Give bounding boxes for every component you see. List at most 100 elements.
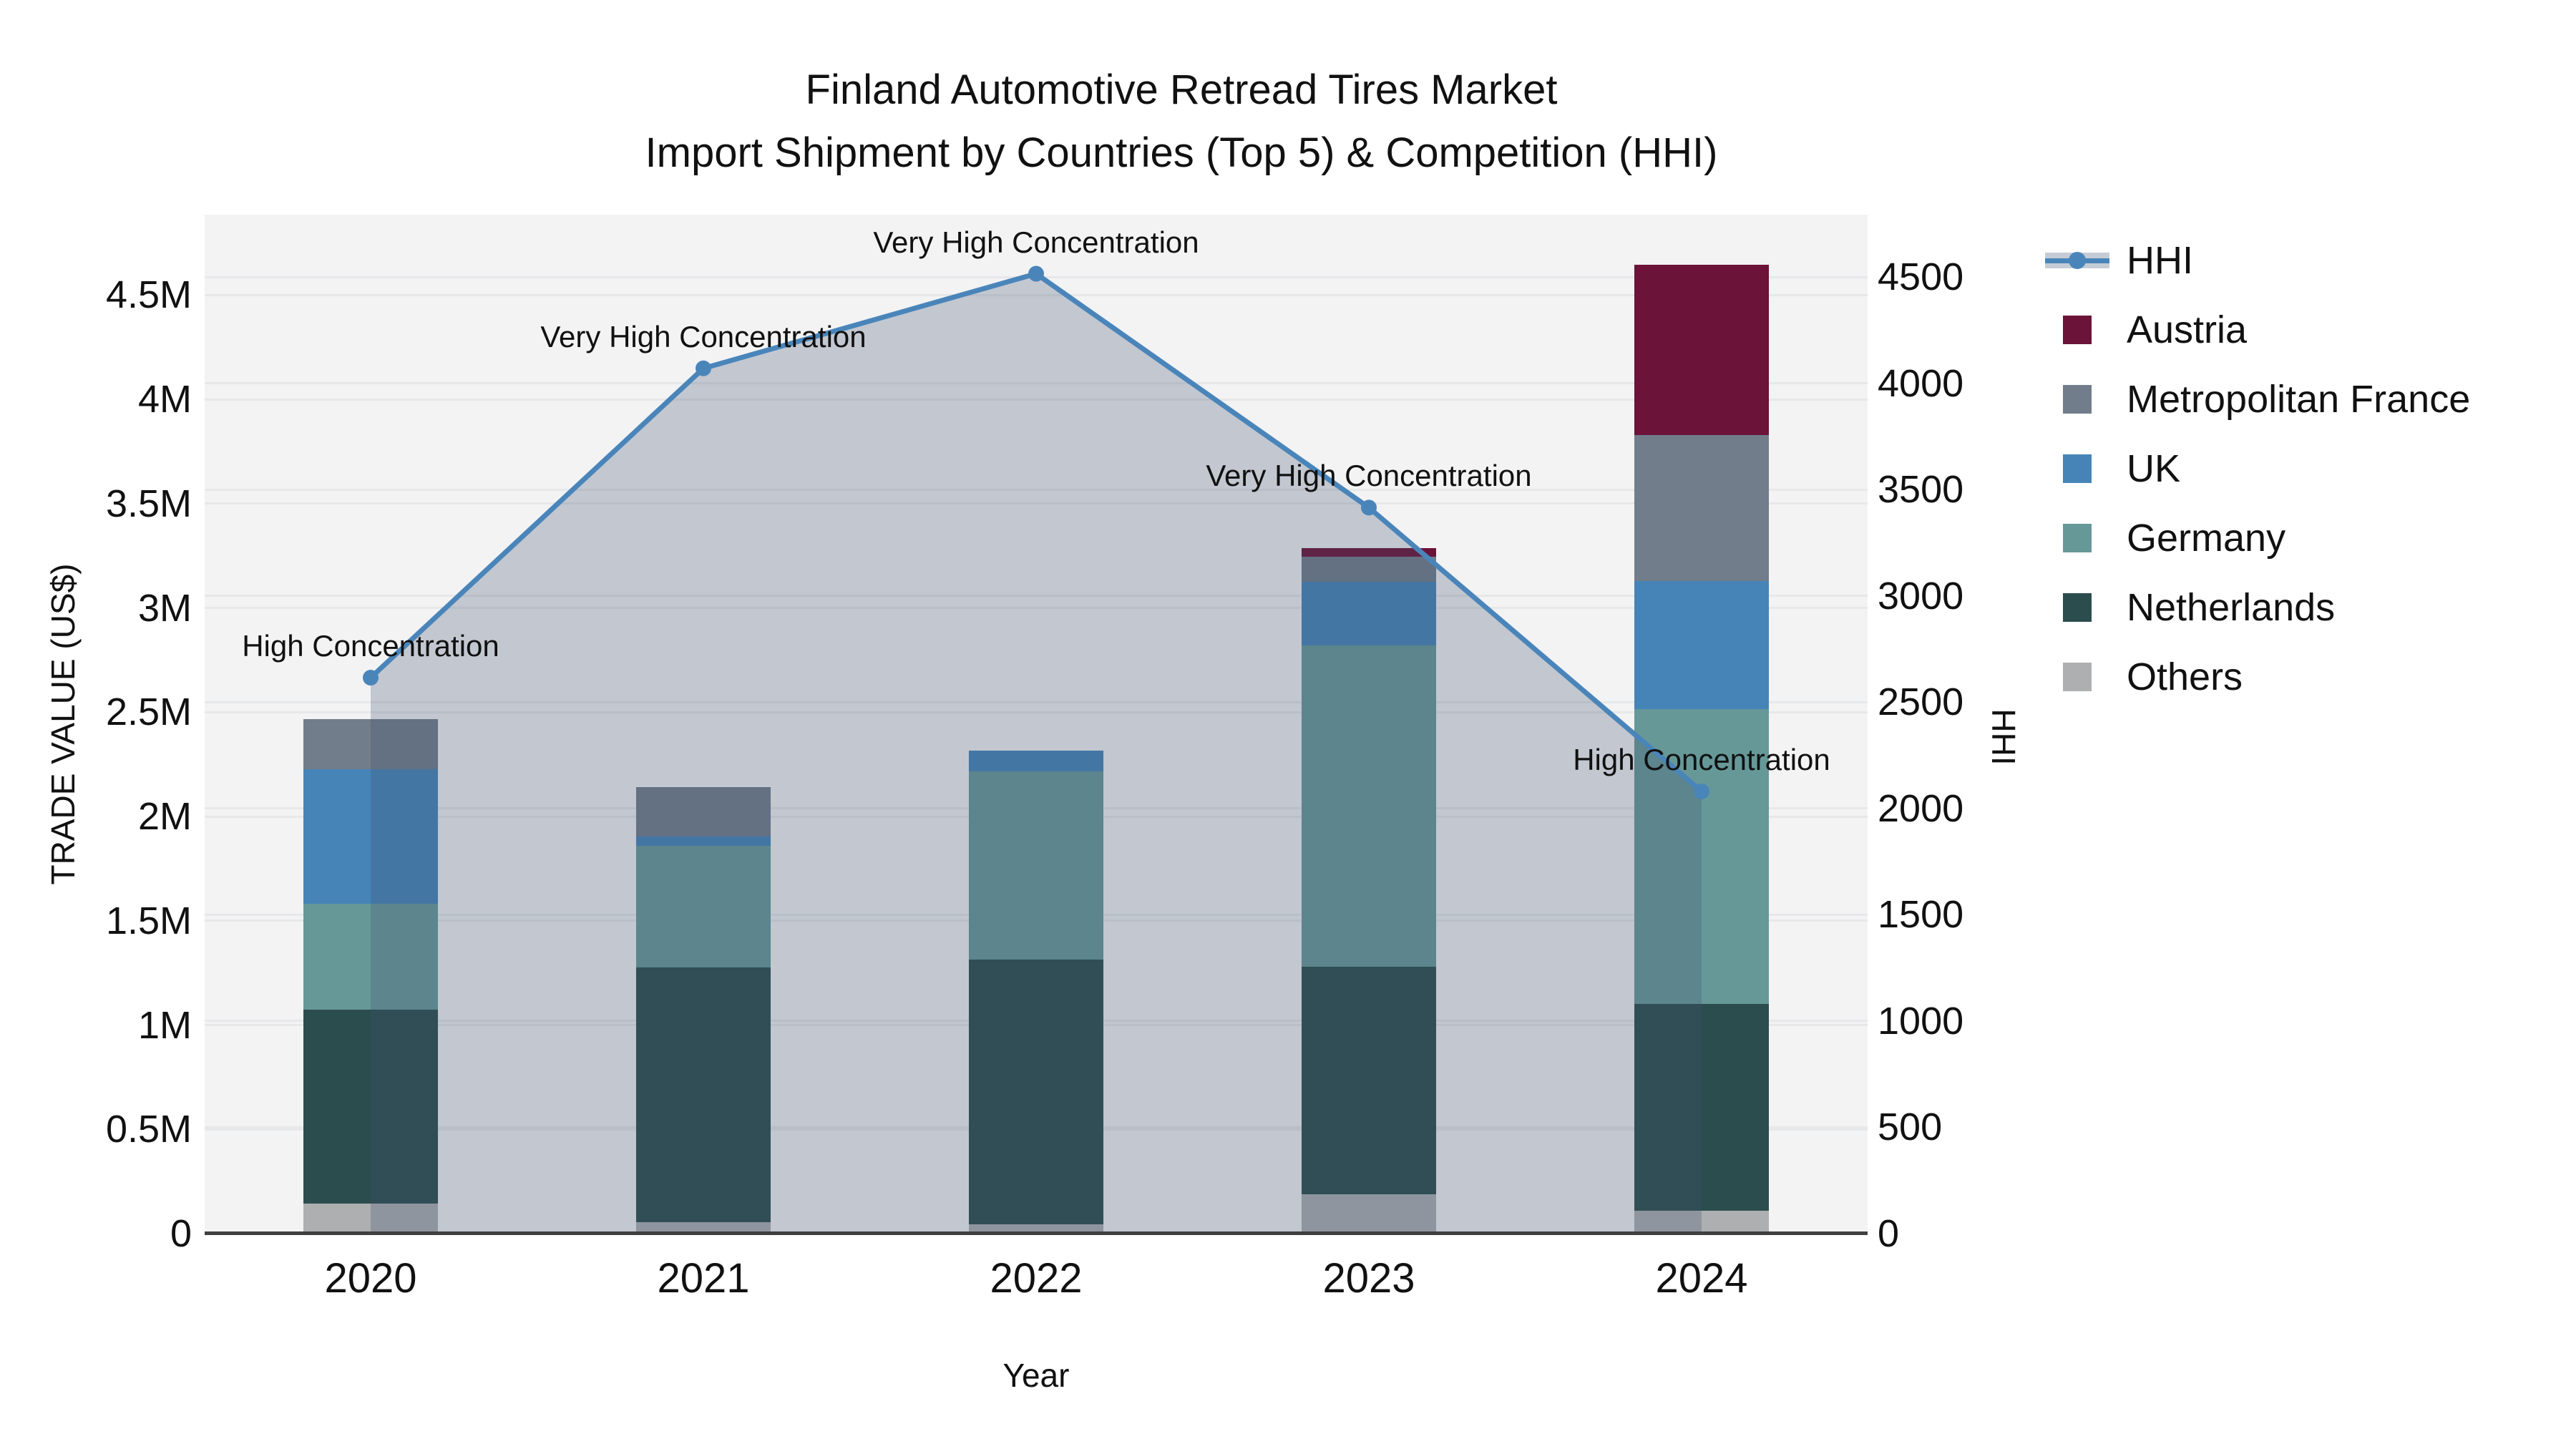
- annotation-2024: High Concentration: [1573, 743, 1830, 776]
- legend-item-hhi: HHI: [2045, 225, 2470, 295]
- gridline: [205, 607, 1868, 609]
- y-left-tick-4.5M: 4.5M: [105, 273, 192, 317]
- legend-color-swatch: [2045, 454, 2109, 483]
- legend-color-swatch: [2045, 384, 2109, 414]
- legend-label: Metropolitan France: [2127, 377, 2471, 421]
- annotation-2023: Very High Concentration: [1206, 459, 1532, 493]
- bar-segment-others-2022: [969, 1224, 1103, 1234]
- y-left-tick-3.5M: 3.5M: [105, 482, 192, 525]
- bar-segment-uk-2023: [1302, 582, 1436, 645]
- stacked-bars-layer: [205, 215, 1868, 1234]
- bar-segment-austria-2023: [1302, 548, 1436, 557]
- legend-color-swatch: [2045, 662, 2109, 691]
- annotation-layer: High Concentration Very High Concentratio…: [205, 215, 1868, 1234]
- bar-segment-uk-2020: [303, 769, 438, 904]
- chart-title-line1: Finland Automotive Retread Tires Market: [805, 67, 1558, 113]
- hhi-point-2021: [696, 360, 711, 376]
- bar-segment-others-2024: [1634, 1210, 1769, 1234]
- y-right-axis-title: HHI: [1985, 708, 2022, 766]
- y-right-tick-0: 0: [1878, 1212, 1900, 1255]
- bar-segment-uk-2021: [636, 836, 771, 846]
- y-right-tick-3000: 3000: [1878, 574, 1964, 618]
- y-right-tick-3500: 3500: [1878, 468, 1964, 512]
- y-right-tick-1500: 1500: [1878, 893, 1964, 937]
- legend: HHI Austria Metropolitan France UK Germany Ne…: [2045, 225, 2470, 711]
- legend-item-germany: Germany: [2045, 503, 2470, 572]
- legend-line-swatch: [2045, 245, 2109, 276]
- legend-label: Netherlands: [2127, 585, 2336, 629]
- bar-segment-netherlands-2024: [1634, 1004, 1769, 1211]
- legend-item-others: Others: [2045, 642, 2470, 711]
- y-left-tick-3M: 3M: [137, 586, 192, 630]
- x-axis-title: Year: [1002, 1357, 1070, 1394]
- gridline: [205, 488, 1868, 491]
- hhi-point-2022: [1028, 265, 1044, 282]
- legend-item-metropolitan-france: Metropolitan France: [2045, 364, 2470, 434]
- bar-segment-germany-2022: [969, 771, 1103, 960]
- y-right-tick-500: 500: [1878, 1106, 1943, 1149]
- legend-color-swatch: [2045, 315, 2109, 344]
- y-right-tick-4000: 4000: [1878, 361, 1964, 405]
- legend-item-austria: Austria: [2045, 295, 2470, 364]
- bar-segment-uk-2024: [1634, 580, 1769, 709]
- annotation-2022: Very High Concentration: [873, 225, 1199, 259]
- y-left-tick-1M: 1M: [137, 1003, 192, 1047]
- y-right-tick-4500: 4500: [1878, 255, 1964, 298]
- chart-title: Finland Automotive Retread Tires Market …: [205, 59, 2158, 185]
- chart-title-line2: Import Shipment by Countries (Top 5) & C…: [645, 130, 1718, 176]
- legend-color-swatch: [2045, 592, 2109, 622]
- y-left-axis-title: TRADE VALUE (US$): [44, 563, 82, 885]
- bar-segment-germany-2024: [1634, 708, 1769, 1005]
- bar-segment-germany-2023: [1302, 645, 1436, 967]
- plot-area: High Concentration Very High Concentratio…: [205, 215, 1868, 1235]
- legend-label: Others: [2127, 655, 2243, 698]
- bar-segment-metropolitan-france-2021: [636, 787, 771, 836]
- bar-segment-uk-2022: [969, 751, 1103, 772]
- x-tick-2024: 2024: [1655, 1255, 1748, 1302]
- legend-label: HHI: [2127, 238, 2193, 282]
- bar-segment-germany-2020: [303, 904, 438, 1010]
- x-axis-line: [205, 1231, 1868, 1235]
- gridline: [205, 398, 1868, 401]
- y-left-tick-4M: 4M: [137, 378, 192, 421]
- hhi-point-2024: [1694, 784, 1709, 800]
- y-left-tick-0.5M: 0.5M: [105, 1108, 192, 1151]
- annotation-2020: High Concentration: [242, 629, 499, 663]
- gridline: [205, 382, 1868, 385]
- bar-segment-netherlands-2021: [636, 967, 771, 1222]
- hhi-point-2020: [363, 670, 379, 686]
- legend-item-uk: UK: [2045, 434, 2470, 503]
- bar-segment-others-2023: [1302, 1194, 1436, 1234]
- gridline: [205, 711, 1868, 713]
- y-right-tick-1000: 1000: [1878, 999, 1964, 1043]
- gridline: [205, 502, 1868, 505]
- bar-segment-netherlands-2023: [1302, 966, 1436, 1194]
- gridline: [205, 293, 1868, 296]
- y-left-tick-2.5M: 2.5M: [105, 691, 192, 734]
- bar-segment-others-2020: [303, 1203, 438, 1234]
- legend-color-swatch: [2045, 523, 2109, 552]
- bar-segment-netherlands-2020: [303, 1009, 438, 1204]
- y-left-tick-2M: 2M: [137, 795, 192, 838]
- bar-segment-netherlands-2022: [969, 959, 1103, 1224]
- x-tick-2021: 2021: [657, 1255, 750, 1302]
- x-tick-2022: 2022: [990, 1255, 1083, 1302]
- bar-segment-germany-2021: [636, 845, 771, 968]
- hhi-line-layer: [363, 265, 1709, 1234]
- legend-label: Germany: [2127, 516, 2286, 560]
- hhi-point-2023: [1361, 499, 1377, 516]
- legend-label: Austria: [2127, 308, 2248, 351]
- x-tick-2023: 2023: [1322, 1255, 1415, 1302]
- x-tick-2020: 2020: [324, 1255, 417, 1302]
- bar-segment-metropolitan-france-2020: [303, 719, 438, 770]
- y-left-tick-0: 0: [170, 1212, 192, 1255]
- y-left-tick-1.5M: 1.5M: [105, 899, 192, 942]
- y-right-tick-2000: 2000: [1878, 786, 1964, 830]
- bar-segment-metropolitan-france-2024: [1634, 434, 1769, 581]
- bar-segment-austria-2024: [1634, 264, 1769, 435]
- legend-label: UK: [2127, 447, 2181, 490]
- y-right-tick-2500: 2500: [1878, 680, 1964, 724]
- bar-segment-others-2021: [636, 1221, 771, 1234]
- annotation-2021: Very High Concentration: [540, 319, 867, 353]
